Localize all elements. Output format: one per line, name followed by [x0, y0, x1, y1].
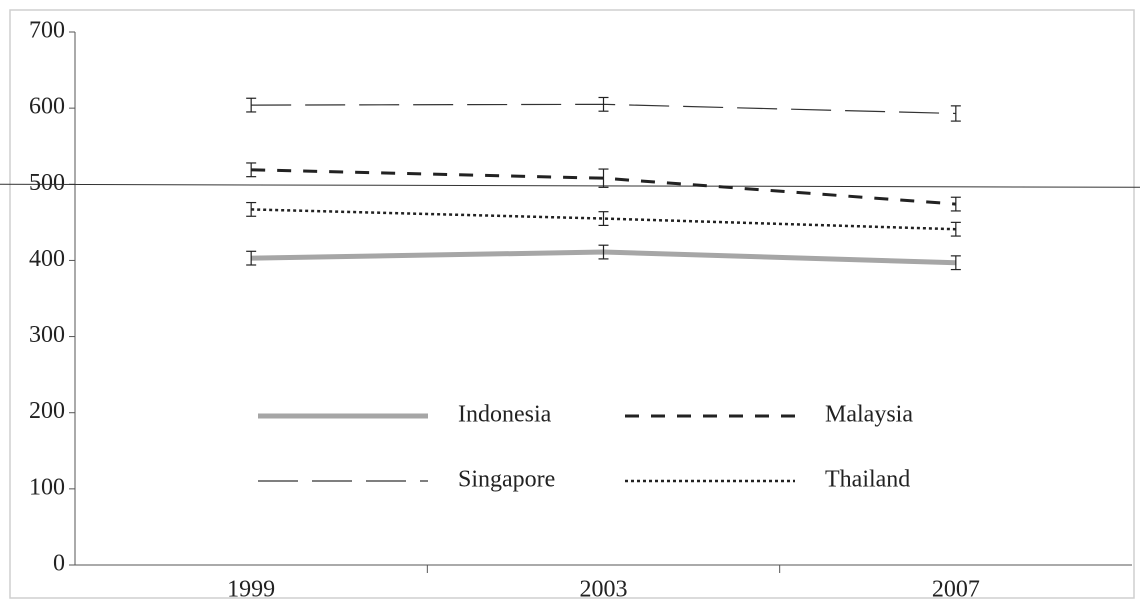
- error-bar: [950, 196, 961, 212]
- series-line: [251, 168, 956, 206]
- y-tick-label: 400: [29, 246, 65, 272]
- reference-line: [0, 183, 1141, 188]
- x-tick-label: 2007: [932, 577, 980, 602]
- error-bar: [246, 97, 257, 113]
- y-tick-label: 200: [29, 398, 65, 424]
- legend-label: Indonesia: [458, 402, 552, 428]
- y-tick-label: 500: [29, 170, 65, 196]
- error-bar: [950, 221, 961, 237]
- y-tick-label: 100: [29, 474, 65, 500]
- error-bar: [598, 244, 609, 260]
- error-bar: [598, 211, 609, 227]
- x-tick-label: 2003: [580, 577, 628, 602]
- legend-label: Singapore: [458, 467, 555, 493]
- legend-label: Thailand: [825, 467, 910, 493]
- y-tick-label: 700: [29, 18, 65, 44]
- error-bar: [950, 255, 961, 271]
- error-bar: [950, 105, 961, 122]
- frame: [9, 9, 1135, 599]
- error-bar: [246, 162, 257, 178]
- error-bar: [598, 168, 609, 188]
- legend-label: Malaysia: [825, 402, 913, 428]
- y-tick-label: 300: [29, 322, 65, 348]
- error-bar: [598, 96, 609, 112]
- error-bar: [246, 250, 257, 266]
- error-bar: [246, 201, 257, 217]
- y-tick-label: 0: [53, 551, 65, 577]
- x-tick-label: 1999: [227, 577, 275, 602]
- y-tick-label: 600: [29, 94, 65, 120]
